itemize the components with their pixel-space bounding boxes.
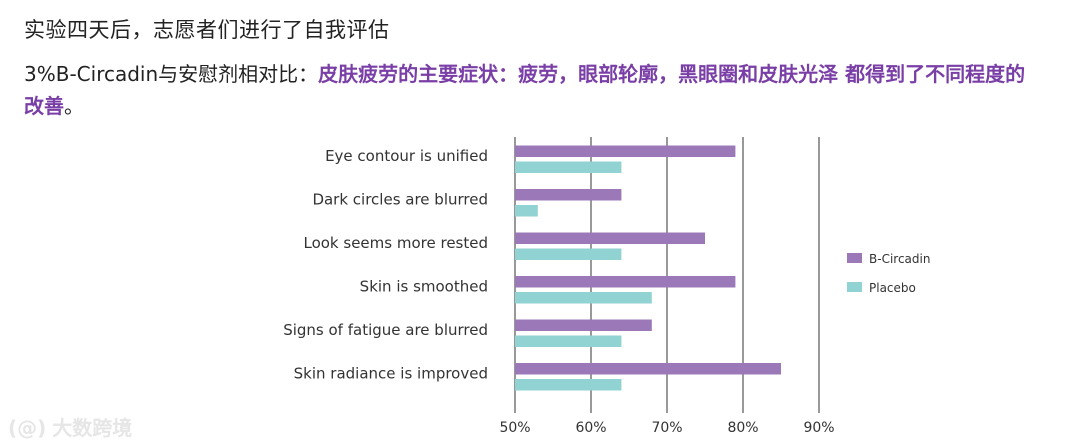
category-label: Eye contour is unified bbox=[325, 147, 488, 165]
bar-placebo bbox=[515, 248, 622, 260]
subtitle-prefix: 3%B-Circadin与安慰剂相对比： bbox=[24, 62, 319, 86]
bar-b-circadin bbox=[515, 145, 736, 157]
category-label: Skin is smoothed bbox=[360, 278, 488, 296]
watermark-text: 大数跨境 bbox=[52, 416, 133, 440]
bar-b-circadin bbox=[515, 363, 781, 375]
category-label: Dark circles are blurred bbox=[312, 191, 488, 209]
x-tick-label: 50% bbox=[499, 420, 530, 436]
watermark: (@) 大数跨境 bbox=[8, 412, 132, 441]
category-label: Look seems more rested bbox=[303, 234, 488, 252]
bar-placebo bbox=[515, 335, 622, 347]
bar-b-circadin bbox=[515, 232, 705, 244]
x-tick-label: 90% bbox=[803, 420, 834, 436]
bar-placebo bbox=[515, 205, 538, 217]
x-tick-label: 70% bbox=[651, 420, 682, 436]
legend-swatch bbox=[847, 253, 862, 263]
category-label: Skin radiance is improved bbox=[294, 365, 488, 383]
bar-placebo bbox=[515, 379, 622, 391]
watermark-logo: (@) bbox=[8, 416, 47, 440]
subtitle-highlight: 皮肤疲劳的主要症状：疲劳，眼部轮廓，黑眼圈和皮肤光泽 都得到了不同程度的改善 bbox=[24, 62, 1026, 118]
bar-b-circadin bbox=[515, 189, 622, 201]
bar-placebo bbox=[515, 161, 622, 173]
legend-label: B-Circadin bbox=[869, 252, 930, 266]
legend-swatch bbox=[847, 282, 862, 292]
x-tick-label: 80% bbox=[727, 420, 758, 436]
subtitle: 3%B-Circadin与安慰剂相对比：皮肤疲劳的主要症状：疲劳，眼部轮廓，黑眼… bbox=[24, 58, 1044, 122]
bar-b-circadin bbox=[515, 319, 652, 331]
legend-label: Placebo bbox=[869, 281, 916, 295]
bar-placebo bbox=[515, 292, 652, 304]
subtitle-suffix: 。 bbox=[64, 94, 84, 118]
page-title: 实验四天后，志愿者们进行了自我评估 bbox=[24, 18, 390, 42]
x-tick-label: 60% bbox=[575, 420, 606, 436]
category-label: Signs of fatigue are blurred bbox=[283, 321, 488, 339]
bar-b-circadin bbox=[515, 276, 736, 288]
